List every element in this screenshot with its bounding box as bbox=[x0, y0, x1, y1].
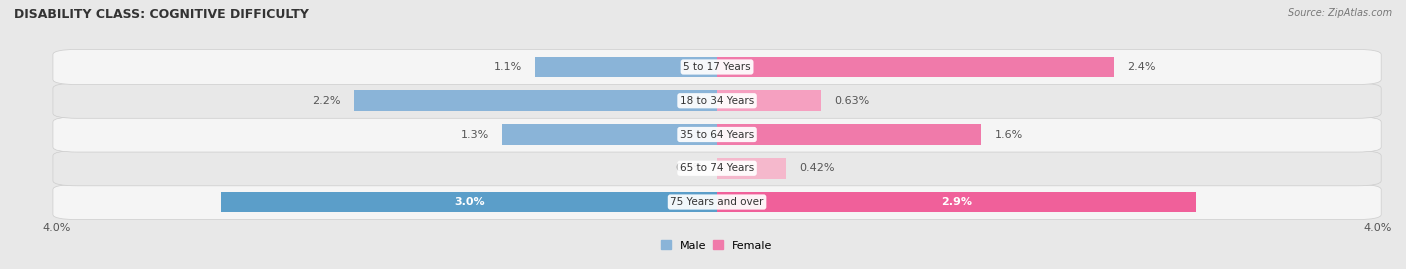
Bar bbox=[717, 124, 981, 145]
Text: 1.6%: 1.6% bbox=[994, 129, 1022, 140]
Bar bbox=[353, 90, 717, 111]
FancyBboxPatch shape bbox=[53, 49, 1381, 84]
Bar bbox=[717, 90, 821, 111]
Text: 2.9%: 2.9% bbox=[941, 197, 972, 207]
Legend: Male, Female: Male, Female bbox=[659, 238, 775, 253]
FancyBboxPatch shape bbox=[53, 83, 1381, 118]
Text: 2.4%: 2.4% bbox=[1126, 62, 1156, 72]
Bar bbox=[536, 56, 717, 77]
Text: 0.63%: 0.63% bbox=[834, 96, 869, 106]
Bar bbox=[717, 158, 786, 179]
Bar bbox=[717, 192, 1197, 213]
Bar bbox=[502, 124, 717, 145]
FancyBboxPatch shape bbox=[53, 185, 1381, 220]
Text: 65 to 74 Years: 65 to 74 Years bbox=[681, 163, 754, 173]
FancyBboxPatch shape bbox=[53, 117, 1381, 152]
Text: DISABILITY CLASS: COGNITIVE DIFFICULTY: DISABILITY CLASS: COGNITIVE DIFFICULTY bbox=[14, 8, 309, 21]
Text: 0.42%: 0.42% bbox=[800, 163, 835, 173]
Text: 35 to 64 Years: 35 to 64 Years bbox=[681, 129, 754, 140]
Text: 0.0%: 0.0% bbox=[676, 163, 704, 173]
Text: Source: ZipAtlas.com: Source: ZipAtlas.com bbox=[1288, 8, 1392, 18]
Text: 75 Years and over: 75 Years and over bbox=[671, 197, 763, 207]
Bar bbox=[717, 56, 1114, 77]
Text: 3.0%: 3.0% bbox=[454, 197, 485, 207]
Text: 1.3%: 1.3% bbox=[461, 129, 489, 140]
Text: 18 to 34 Years: 18 to 34 Years bbox=[681, 96, 754, 106]
Text: 1.1%: 1.1% bbox=[494, 62, 522, 72]
Bar bbox=[222, 192, 717, 213]
Text: 2.2%: 2.2% bbox=[312, 96, 340, 106]
FancyBboxPatch shape bbox=[53, 151, 1381, 186]
Text: 5 to 17 Years: 5 to 17 Years bbox=[683, 62, 751, 72]
